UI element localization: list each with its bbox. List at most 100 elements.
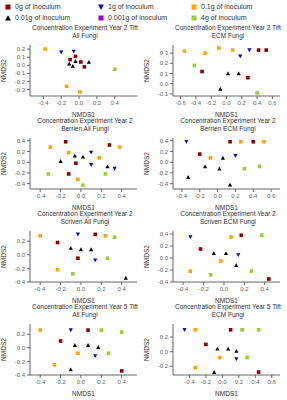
svg-text:0.2: 0.2	[93, 100, 102, 106]
svg-text:-0.2: -0.2	[15, 79, 26, 85]
svg-text:0.0: 0.0	[213, 193, 222, 199]
svg-text:NMDS1: NMDS1	[72, 390, 95, 396]
svg-text:0.0: 0.0	[77, 193, 86, 199]
svg-text:0.2: 0.2	[231, 193, 240, 199]
svg-text:0.0: 0.0	[77, 286, 86, 292]
svg-text:0.2: 0.2	[160, 60, 169, 66]
svg-text:0.3: 0.3	[160, 50, 169, 56]
svg-text:0.1: 0.1	[17, 54, 26, 60]
svg-text:NMDS1: NMDS1	[215, 111, 238, 117]
svg-text:-0.4: -0.4	[158, 181, 169, 187]
svg-text:-0.4: -0.4	[15, 279, 26, 285]
svg-text:-0.2: -0.2	[55, 286, 66, 292]
svg-text:0.4: 0.4	[160, 138, 169, 144]
svg-text:-0.4: -0.4	[177, 193, 188, 199]
svg-text:0.0: 0.0	[17, 252, 26, 258]
svg-text:0.2: 0.2	[160, 243, 169, 249]
svg-text:0.0: 0.0	[75, 100, 84, 106]
svg-text:NMDS1: NMDS1	[215, 204, 238, 210]
svg-text:-0.4: -0.4	[158, 279, 169, 285]
svg-text:0.4: 0.4	[111, 100, 120, 106]
svg-text:-0.2: -0.2	[201, 379, 212, 385]
svg-text:0.6: 0.6	[267, 193, 276, 199]
svg-text:NMDS1: NMDS1	[215, 390, 238, 396]
svg-text:0.0: 0.0	[160, 349, 169, 355]
svg-text:-0.2: -0.2	[15, 170, 26, 176]
svg-text:0.2: 0.2	[17, 46, 26, 52]
html-text:Concentration Experiment Year: Concentration Experiment Year 2 Scriven …	[37, 210, 133, 225]
svg-text:-0.4: -0.4	[184, 379, 195, 385]
svg-text:-0.4: -0.4	[35, 193, 46, 199]
svg-text:-0.2: -0.2	[198, 286, 209, 292]
svg-text:-0.2: -0.2	[158, 170, 169, 176]
svg-text:-0.4: -0.4	[191, 100, 202, 106]
svg-text:0.0: 0.0	[160, 81, 169, 87]
svg-text:0.2: 0.2	[97, 193, 106, 199]
svg-text:-0.2: -0.2	[55, 193, 66, 199]
svg-text:NMDS1: NMDS1	[72, 204, 95, 210]
svg-text:0.4: 0.4	[253, 100, 262, 106]
svg-text:0.1: 0.1	[160, 71, 169, 77]
svg-text:-0.2: -0.2	[195, 193, 206, 199]
svg-text:0.2: 0.2	[17, 238, 26, 244]
svg-text:0.4: 0.4	[17, 138, 26, 144]
svg-text:-0.4: -0.4	[38, 100, 49, 106]
svg-text:-0.4: -0.4	[35, 286, 46, 292]
svg-text:0.6: 0.6	[268, 379, 277, 385]
svg-text:0.2: 0.2	[160, 334, 169, 340]
svg-text:0.4: 0.4	[251, 379, 260, 385]
html-text:Concentration Experiment Year: Concentration Experiment Year 2 Tift All…	[32, 24, 138, 39]
svg-text:0.4: 0.4	[118, 379, 127, 385]
svg-text:NMDS2: NMDS2	[143, 245, 150, 268]
svg-text:0.0: 0.0	[17, 345, 26, 351]
svg-text:0.2: 0.2	[238, 100, 247, 106]
svg-text:-0.3: -0.3	[15, 87, 26, 93]
svg-text:-0.4: -0.4	[35, 379, 46, 385]
svg-text:0.2: 0.2	[160, 149, 169, 155]
svg-text:0.0: 0.0	[218, 379, 227, 385]
svg-text:0.0: 0.0	[220, 286, 229, 292]
html-text:Concentration Experiment Year: Concentration Experiment Year 5 Tift All…	[32, 303, 138, 318]
svg-text:0.4: 0.4	[118, 193, 127, 199]
svg-text:0.4: 0.4	[118, 286, 127, 292]
svg-text:-0.1: -0.1	[15, 70, 26, 76]
svg-text:-0.4: -0.4	[15, 181, 26, 187]
svg-text:0.4: 0.4	[261, 286, 270, 292]
svg-text:0.4: 0.4	[249, 193, 258, 199]
svg-text:-0.4: -0.4	[15, 372, 26, 378]
svg-text:-0.6: -0.6	[175, 100, 186, 106]
svg-text:-0.4: -0.4	[178, 286, 189, 292]
svg-text:-0.2: -0.2	[56, 100, 67, 106]
html-text:Concentration Experiment Year: Concentration Experiment Year 2 Berrien …	[180, 117, 276, 132]
svg-text:-0.2: -0.2	[55, 379, 66, 385]
svg-text:-0.2: -0.2	[158, 363, 169, 369]
svg-text:0.0: 0.0	[222, 100, 231, 106]
svg-text:NMDS2: NMDS2	[143, 59, 150, 82]
svg-text:0.0: 0.0	[160, 159, 169, 165]
svg-text:NMDS1: NMDS1	[72, 111, 95, 117]
svg-text:0.0: 0.0	[17, 62, 26, 68]
svg-text:-0.2: -0.2	[15, 266, 26, 272]
svg-text:0.2: 0.2	[17, 149, 26, 155]
svg-text:0.0: 0.0	[160, 255, 169, 261]
svg-text:0.0: 0.0	[77, 379, 86, 385]
svg-text:NMDS2: NMDS2	[143, 338, 150, 361]
svg-text:0.6: 0.6	[268, 100, 277, 106]
svg-text:0.2: 0.2	[17, 331, 26, 337]
html-text:Concentration Experiment Year: Concentration Experiment Year 2 Scriven …	[180, 210, 276, 225]
svg-text:-0.1: -0.1	[158, 91, 169, 97]
svg-text:-0.2: -0.2	[158, 267, 169, 273]
svg-text:0.2: 0.2	[97, 379, 106, 385]
svg-text:NMDS2: NMDS2	[143, 152, 150, 175]
svg-text:0.2: 0.2	[235, 379, 244, 385]
svg-text:-0.2: -0.2	[15, 359, 26, 365]
svg-text:0.2: 0.2	[240, 286, 249, 292]
svg-text:0.0: 0.0	[17, 159, 26, 165]
svg-text:NMDS1: NMDS1	[215, 297, 238, 303]
svg-text:NMDS1: NMDS1	[72, 297, 95, 303]
svg-text:-0.2: -0.2	[206, 100, 217, 106]
svg-text:0.2: 0.2	[97, 286, 106, 292]
html-text:Concentration Experiment Year: Concentration Experiment Year 2 Berrien …	[37, 117, 133, 132]
svg-text:0.4: 0.4	[160, 231, 169, 237]
html-text:Concentration Experiment Year: Concentration Experiment Year 2 Tift ECM…	[175, 24, 281, 39]
